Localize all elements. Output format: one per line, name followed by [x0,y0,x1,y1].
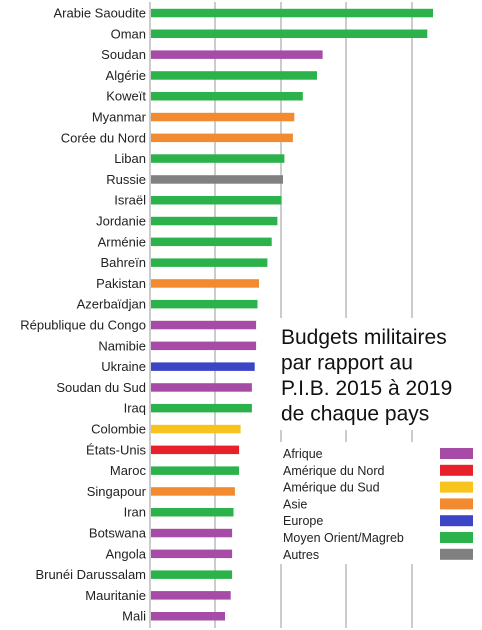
bar-11 [151,237,272,247]
category-label: Jordanie [96,214,146,229]
category-label: Singapour [87,484,147,499]
bar-29 [151,612,225,621]
legend-swatch [440,532,473,543]
bar-16 [151,341,257,351]
legend-swatch [440,464,473,476]
bar-28 [151,591,231,600]
bar-26 [151,549,233,559]
bar-22 [151,466,240,475]
category-label: Arabie Saoudite [53,6,146,21]
title-background [276,318,478,430]
bar-19 [151,403,252,413]
bars [151,8,433,621]
chart-title-line: Budgets militaires [281,326,447,349]
bar-9 [151,196,282,205]
category-label: Angola [106,546,147,561]
bar-2 [151,50,323,59]
category-label: Mauritanie [85,588,146,603]
bar-12 [151,258,268,267]
bar-7 [151,154,285,163]
bar-20 [151,424,241,434]
bar-1 [151,29,428,38]
bar-13 [151,279,259,288]
legend-label: Moyen Orient/Magreb [283,531,404,545]
category-label: Pakistan [96,276,146,291]
category-label: Maroc [110,463,147,478]
bar-25 [151,528,233,538]
bar-0 [151,8,433,18]
bar-14 [151,299,258,309]
legend-swatch [440,448,473,459]
category-label: Ukraine [101,359,146,374]
category-label: Botswana [89,526,147,541]
legend: Afrique Amérique du Nord Amérique du Sud As… [278,442,478,564]
category-label: République du Congo [20,318,146,333]
legend-label: Autres [283,548,319,562]
bar-6 [151,133,293,143]
chart-title-line: par rapport au [281,352,413,375]
category-label: Iran [124,505,146,520]
category-label: Soudan du Sud [56,380,146,395]
legend-swatch [440,498,473,510]
legend-label: Afrique [283,447,323,461]
category-label: Mali [122,609,146,624]
bar-3 [151,71,317,80]
category-label: Israël [114,193,146,208]
category-label: Azerbaïdjan [77,297,146,312]
category-label: Soudan [101,47,146,62]
chart-title-line: P.I.B. 2015 à 2019 [281,377,452,400]
legend-label: Europe [283,514,323,528]
legend-swatch [440,548,473,560]
bar-18 [151,383,252,392]
category-label: Namibie [98,338,146,353]
bar-15 [151,320,257,330]
category-label: Iraq [124,401,146,416]
category-labels: Arabie Saoudite Oman Soudan Algérie Koweït My… [20,6,147,624]
category-label: Oman [111,26,146,41]
legend-label: Asie [283,497,307,511]
chart-title: Budgets militaires par rapport auP.I.B. 2… [276,318,478,430]
legend-label: Amérique du Sud [283,481,380,495]
category-label: Brunéi Darussalam [35,567,146,582]
bar-5 [151,112,295,122]
bar-10 [151,216,278,226]
bar-27 [151,570,233,579]
bar-4 [151,92,303,101]
bar-23 [151,487,235,496]
legend-label: Amérique du Nord [283,464,384,478]
category-label: Colombie [91,422,146,437]
category-label: Bahreïn [100,255,146,270]
category-label: Algérie [106,68,146,83]
legend-swatch [440,481,473,493]
category-label: Liban [114,151,146,166]
bar-24 [151,508,234,517]
legend-swatch [440,515,473,527]
category-label: Arménie [98,234,146,249]
category-label: Russie [106,172,146,187]
category-label: Myanmar [92,110,147,125]
bar-17 [151,362,255,371]
category-label: Koweït [106,89,146,104]
category-label: Corée du Nord [61,130,146,145]
category-label: États-Unis [86,442,146,457]
chart-title-line: de chaque pays [281,403,429,426]
bar-8 [151,175,283,184]
bar-21 [151,445,240,455]
